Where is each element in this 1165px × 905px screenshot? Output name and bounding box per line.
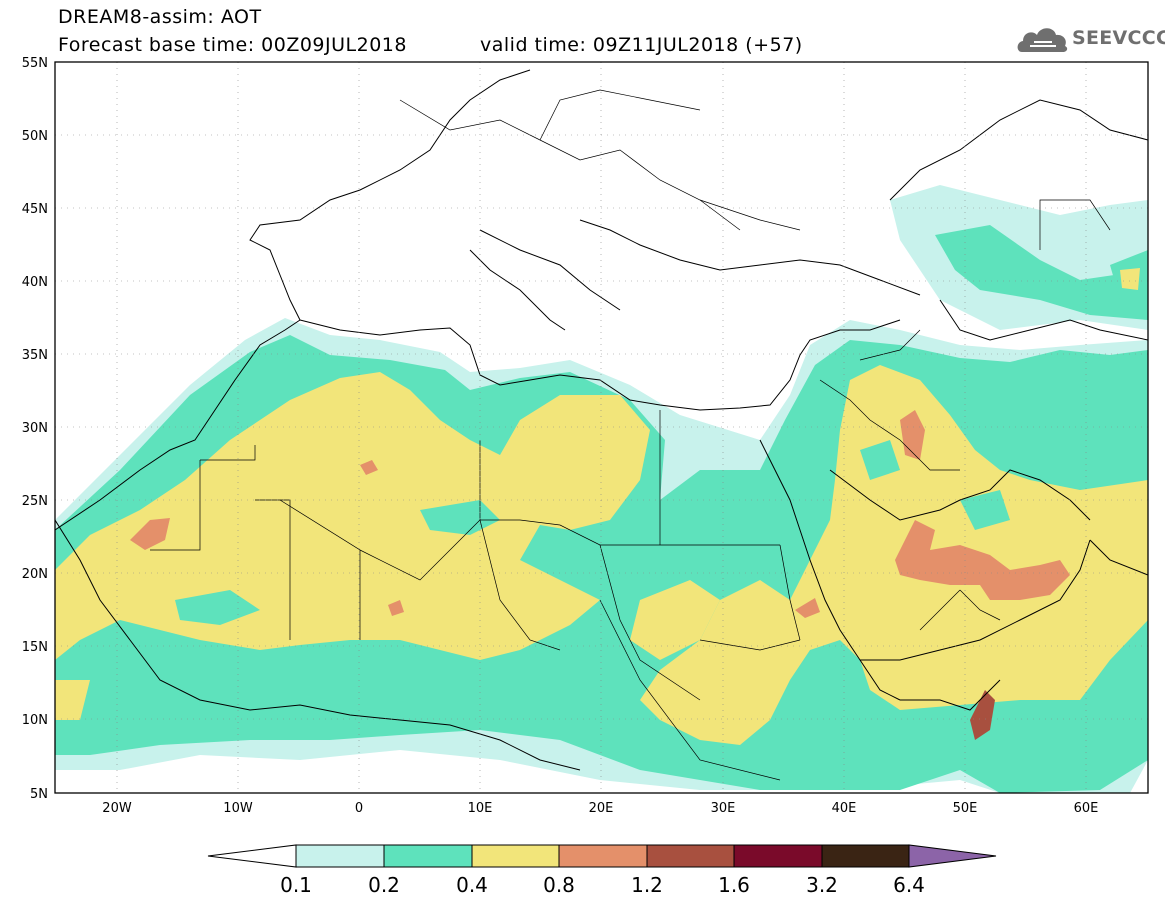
lat-label-25n: 25N: [22, 494, 48, 509]
colorbar-label-0.4: 0.4: [456, 873, 488, 897]
lon-axis: 20W 10W 0 10E 20E 30E 40E 50E 60E: [102, 801, 1098, 816]
logo-text: SEEVCCC: [1072, 27, 1165, 49]
lat-label-45n: 45N: [22, 202, 48, 217]
lat-label-50n: 50N: [22, 129, 48, 144]
colorbar-bin-1.6: [733, 844, 823, 868]
map-frame: [54, 61, 1149, 794]
coastlines: [55, 69, 1148, 771]
colorbar-labels: 0.1 0.2 0.4 0.8 1.2 1.6 3.2 6.4: [280, 873, 925, 897]
colorbar-label-0.2: 0.2: [368, 873, 400, 897]
colorbar: [207, 844, 997, 868]
lon-label-0: 0: [355, 801, 363, 816]
lon-label-10w: 10W: [223, 801, 253, 816]
colorbar-bin-3.2: [821, 844, 910, 868]
colorbar-label-6.4: 6.4: [893, 873, 925, 897]
colorbar-label-1.2: 1.2: [631, 873, 663, 897]
colorbar-bin-0.8: [558, 844, 648, 868]
colorbar-low-arrow: [207, 844, 297, 868]
lon-label-10e: 10E: [468, 801, 493, 816]
colorbar-label-0.8: 0.8: [543, 873, 575, 897]
seevccc-logo: SEEVCCC: [1016, 22, 1165, 56]
graticule: [55, 62, 1148, 793]
lon-label-50e: 50E: [953, 801, 978, 816]
colorbar-label-1.6: 1.6: [718, 873, 750, 897]
colorbar-high-arrow: [908, 844, 997, 868]
lon-label-40e: 40E: [832, 801, 857, 816]
aot-level-0.4: [55, 372, 650, 660]
lat-label-55n: 55N: [22, 56, 48, 71]
lat-label-30n: 30N: [22, 421, 48, 436]
map-title: DREAM8-assim: AOT: [58, 6, 262, 28]
lon-label-60e: 60E: [1074, 801, 1099, 816]
cloud-icon: [1017, 28, 1068, 52]
colorbar-label-0.1: 0.1: [280, 873, 312, 897]
aot-field: [55, 62, 1148, 793]
borders: [150, 89, 1111, 781]
lat-label-5n: 5N: [30, 787, 48, 802]
colorbar-label-3.2: 3.2: [806, 873, 838, 897]
colorbar-bin-1.2: [646, 844, 735, 868]
colorbar-bin-0.4: [471, 844, 560, 868]
forecast-base-time: Forecast base time: 00Z09JUL2018: [58, 34, 407, 56]
lat-label-15n: 15N: [22, 640, 48, 655]
lat-label-10n: 10N: [22, 713, 48, 728]
lon-label-20w: 20W: [102, 801, 132, 816]
colorbar-bin-0.1: [295, 844, 385, 868]
lat-label-40n: 40N: [22, 275, 48, 290]
valid-time: valid time: 09Z11JUL2018 (+57): [480, 34, 803, 56]
colorbar-bin-0.2: [383, 844, 473, 868]
lon-label-20e: 20E: [589, 801, 614, 816]
aot-level-0.8: [130, 518, 170, 550]
lat-axis: 55N 50N 45N 40N 35N 30N 25N 20N 15N 10N …: [22, 56, 48, 802]
lat-label-20n: 20N: [22, 567, 48, 582]
lat-label-35n: 35N: [22, 348, 48, 363]
lon-label-30e: 30E: [711, 801, 736, 816]
aot-level-1.2: [970, 690, 995, 740]
